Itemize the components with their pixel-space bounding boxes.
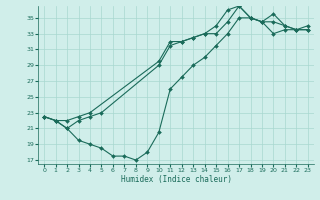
X-axis label: Humidex (Indice chaleur): Humidex (Indice chaleur): [121, 175, 231, 184]
